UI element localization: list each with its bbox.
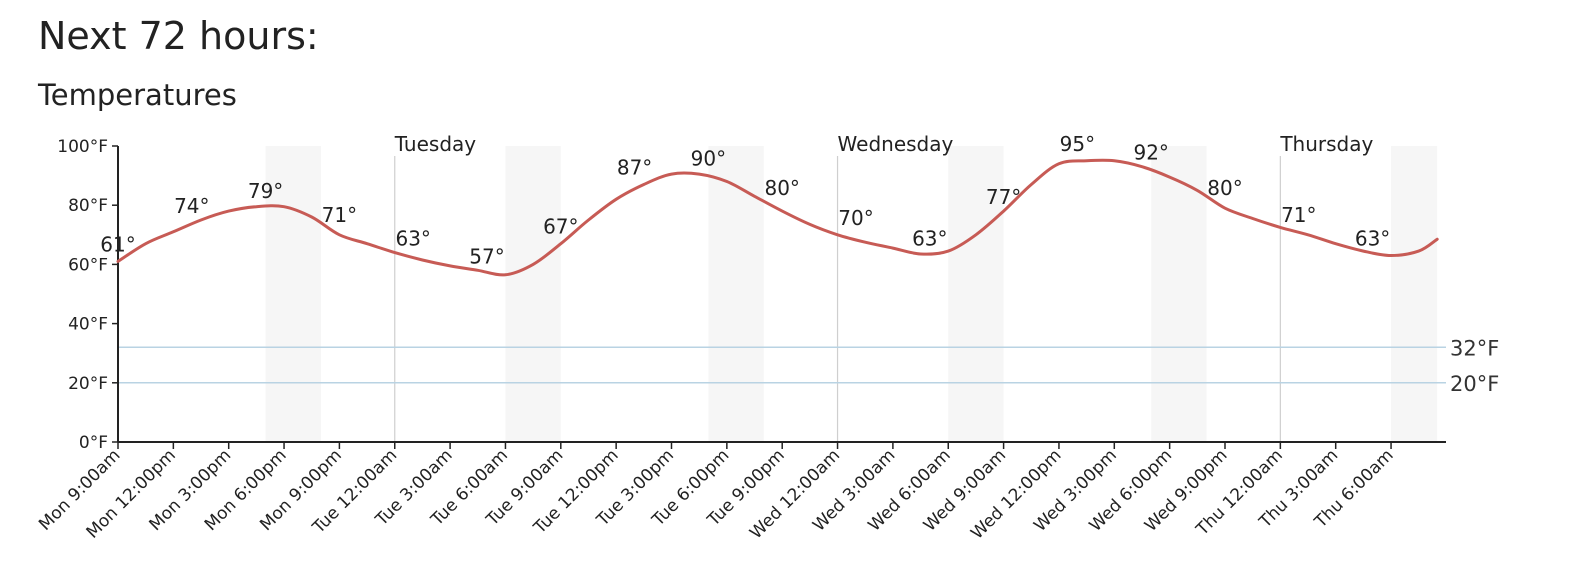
point-labels: 61° 74° 79° 71° 63° 57° 67° 87° 90° 80° 70° 63° 77° 9… (100, 132, 1390, 268)
temperature-line (116, 158, 1439, 277)
day-label: Wednesday (838, 132, 954, 156)
temperature-point-label: 77° (986, 185, 1021, 209)
y-tick-label: 60°F (68, 255, 108, 275)
y-tick-label: 0°F (79, 433, 108, 453)
reference-line-label: 20°F (1450, 372, 1499, 396)
y-tick-label: 80°F (68, 196, 108, 216)
temperature-point-label: 92° (1133, 141, 1168, 165)
temperature-point-label: 90° (691, 147, 726, 171)
night-band (948, 146, 1004, 442)
y-tick-label: 100°F (57, 137, 108, 157)
night-band (1151, 146, 1207, 442)
temperature-point-label: 80° (1207, 176, 1242, 200)
temperature-point-label: 74° (174, 194, 209, 218)
day-label: Tuesday (394, 132, 477, 156)
reference-lines: 32°F 20°F (118, 336, 1499, 396)
series-line-group (116, 158, 1439, 277)
y-tick-label: 20°F (68, 374, 108, 394)
chart-subtitle: Temperatures (38, 78, 237, 112)
temperature-point-label: 70° (838, 206, 873, 230)
temperature-point-label: 67° (543, 215, 578, 239)
night-band (1391, 146, 1438, 442)
temperature-point-label: 95° (1060, 132, 1095, 156)
temperature-point-label: 71° (322, 203, 357, 227)
page-title: Next 72 hours: (38, 14, 319, 58)
temperature-point-label: 63° (395, 227, 430, 251)
reference-line-label: 32°F (1450, 336, 1499, 360)
night-bands (265, 146, 1438, 442)
temperature-point-label: 57° (469, 244, 504, 268)
day-label: Thursday (1279, 132, 1373, 156)
night-band (265, 146, 321, 442)
temperature-point-label: 79° (248, 179, 283, 203)
day-dividers: Tuesday Wednesday Thursday (394, 132, 1374, 442)
night-band (505, 146, 561, 442)
temperature-point-label: 80° (764, 176, 799, 200)
temperature-point-label: 87° (617, 155, 652, 179)
temperature-point-label: 71° (1281, 203, 1316, 227)
temperature-point-label: 61° (100, 232, 135, 256)
night-band (708, 146, 764, 442)
temperature-point-label: 63° (912, 227, 947, 251)
y-tick-label: 40°F (68, 315, 108, 335)
temperature-point-label: 63° (1355, 227, 1390, 251)
